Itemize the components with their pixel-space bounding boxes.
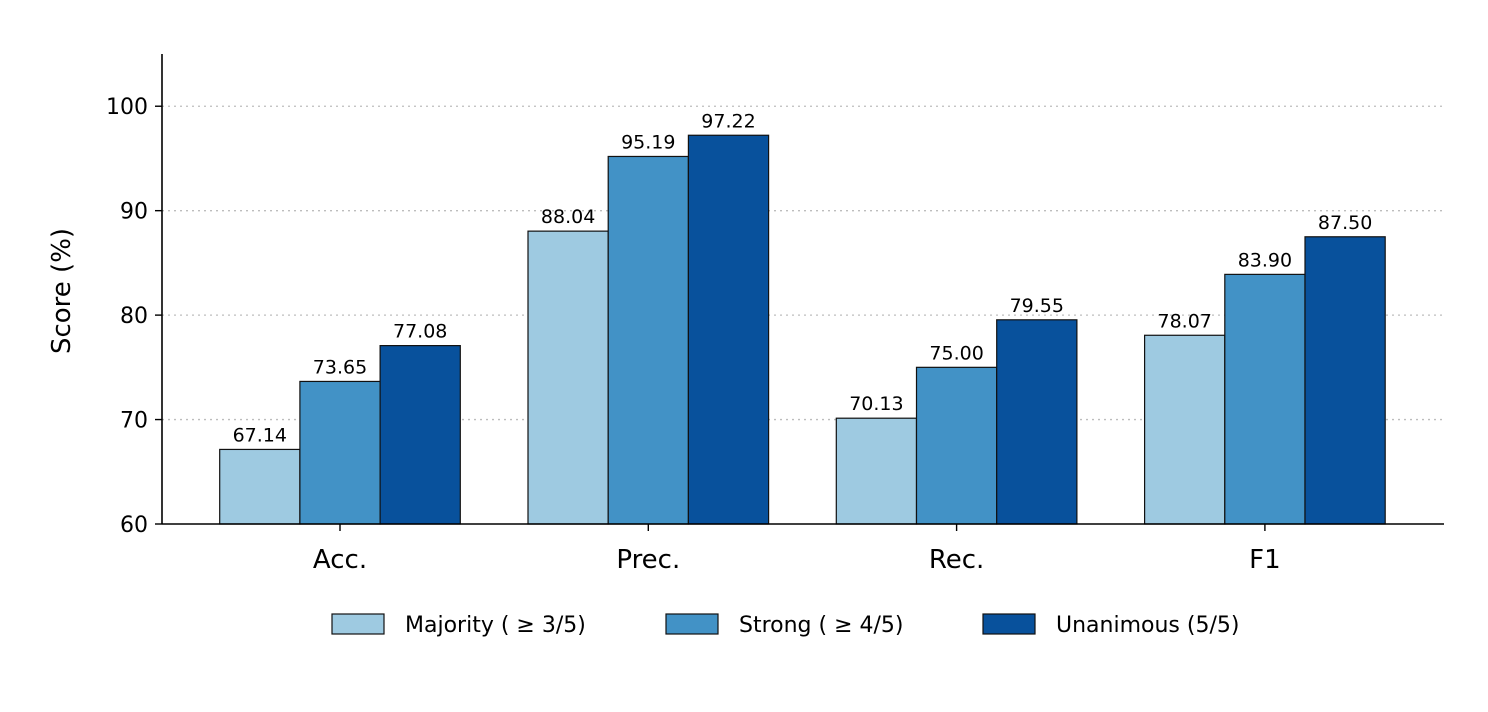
- legend: Majority ( ≥ 3/5) Strong ( ≥ 4/5) Unanimou…: [331, 613, 1239, 638]
- bar-f1-series-1: [1143, 334, 1226, 525]
- y-tick-label: 90: [120, 200, 148, 225]
- legend-swatch: [982, 613, 1036, 635]
- data-label: 88.04: [541, 206, 595, 228]
- legend-item-3: Unanimous (5/5): [982, 613, 1239, 638]
- data-label: 87.50: [1318, 212, 1372, 234]
- bar-rec-series-1: [835, 417, 918, 525]
- legend-label: Strong ( ≥ 4/5): [739, 613, 904, 638]
- y-tick-label: 60: [120, 513, 148, 538]
- data-label: 77.08: [393, 321, 447, 343]
- data-label: 95.19: [621, 131, 675, 153]
- legend-swatch: [331, 613, 385, 635]
- data-label: 70.13: [849, 393, 903, 415]
- bar-prec-series-1: [527, 230, 609, 525]
- x-tick-label: F1: [1249, 545, 1281, 575]
- bar-prec-series-3: [687, 134, 770, 525]
- legend-label: Majority ( ≥ 3/5): [405, 613, 586, 638]
- data-label: 75.00: [929, 342, 983, 364]
- bar-acc-series-3: [379, 345, 461, 525]
- bar-prec-series-2: [607, 155, 690, 525]
- y-tick-label: 100: [106, 95, 148, 120]
- x-tick-label: Acc.: [313, 545, 367, 575]
- bar-acc-series-1: [219, 448, 301, 525]
- y-tick-label: 80: [120, 304, 148, 329]
- data-label: 67.14: [233, 424, 287, 446]
- data-labels: 67.14 73.65 77.08 88.04 95.19 97.22 70.13 75.00…: [233, 110, 1373, 446]
- x-tick-label: Prec.: [616, 545, 680, 575]
- bar-acc-series-2: [299, 380, 381, 525]
- data-label: 79.55: [1010, 295, 1064, 317]
- bar-f1-series-3: [1304, 236, 1386, 525]
- legend-item-1: Majority ( ≥ 3/5): [331, 613, 586, 638]
- bar-rec-series-2: [915, 366, 998, 525]
- legend-item-2: Strong ( ≥ 4/5): [665, 613, 904, 638]
- data-label: 73.65: [313, 356, 367, 378]
- legend-swatch: [665, 613, 719, 635]
- axes: 60 70 80 90 100 Acc. Prec. Rec. F1 Score (%): [47, 54, 1444, 575]
- data-label: 97.22: [701, 110, 755, 132]
- y-axis-title: Score (%): [47, 228, 77, 354]
- data-label: 83.90: [1238, 249, 1292, 271]
- legend-label: Unanimous (5/5): [1056, 613, 1239, 638]
- bar-f1-series-2: [1224, 273, 1306, 525]
- data-label: 78.07: [1157, 310, 1211, 332]
- y-tick-label: 70: [120, 409, 148, 434]
- bar-rec-series-3: [996, 319, 1078, 525]
- x-tick-label: Rec.: [929, 545, 984, 575]
